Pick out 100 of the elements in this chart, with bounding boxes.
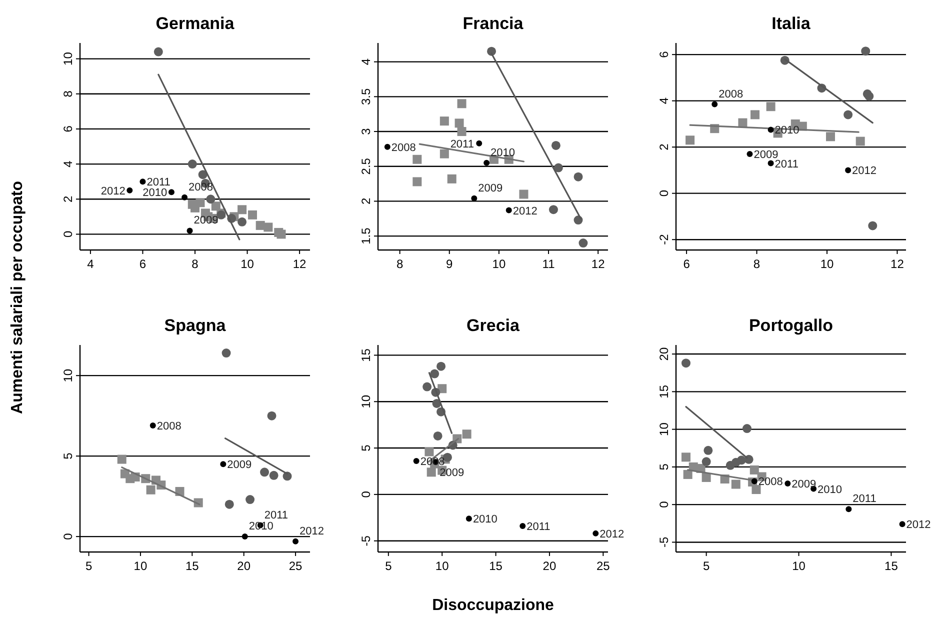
x-tick-label: 25 [288,559,303,573]
point [276,230,286,239]
y-tick-label: 6 [61,125,75,132]
annotation: 2010 [472,514,498,526]
point [146,485,156,494]
x-tick-label: 8 [396,257,404,271]
y-tick-label: 0 [61,230,75,238]
x-tick-label: 8 [192,257,199,271]
annotation: 2010 [142,187,168,200]
annotation: 2010 [818,484,842,496]
point [519,190,528,199]
x-tick-label: 6 [683,257,690,271]
y-tick-label: -5 [359,535,373,546]
point [752,485,761,494]
point [484,160,490,166]
point [454,118,464,128]
x-tick-label: 15 [489,559,503,573]
point [899,521,906,528]
point [686,136,695,145]
y-tick-label: 2.5 [359,158,373,175]
chart-title: Francia [462,14,524,33]
annotation: 2010 [490,146,516,159]
point [248,210,257,220]
point [861,46,870,56]
point [440,149,449,158]
point [424,447,434,456]
point [224,500,234,509]
y-tick-label: 10 [61,52,75,66]
x-tick-label: 10 [792,559,806,573]
x-tick-label: 12 [292,257,307,271]
point [260,468,270,477]
y-tick-label: 0 [359,490,373,498]
point [487,46,496,56]
point [126,187,133,194]
y-tick-label: 8 [61,90,75,98]
annotation: 2012 [300,525,324,538]
point [750,465,759,474]
annotation: 2009 [440,466,464,479]
annotation: 2008 [391,142,416,154]
annotation: 2012 [600,528,624,540]
x-tick-label: 9 [446,257,454,271]
x-tick-label: 20 [237,559,251,573]
point [746,151,753,158]
point [466,516,472,522]
point [845,167,852,174]
point [856,136,865,146]
x-tick-label: 10 [134,559,148,573]
chart-title: Italia [772,14,811,33]
point [826,132,836,142]
y-tick-label: 0 [657,500,671,508]
point [768,160,774,166]
point [430,369,440,378]
point [220,461,226,468]
y-tick-label: 20 [657,347,671,361]
point [744,454,754,464]
x-tick-label: 11 [542,257,556,271]
point [702,457,711,466]
x-tick-label: 10 [492,257,506,271]
y-tick-label: 4 [359,58,373,66]
y-tick-label: -5 [657,536,671,548]
annotation: 2009 [478,182,503,194]
point [751,478,758,484]
y-tick-label: 5 [61,452,75,460]
point [702,472,711,482]
y-tick-label: -2 [657,234,671,245]
y-tick-label: 0 [657,190,671,197]
x-tick-label: 15 [185,559,200,573]
point [681,358,690,368]
x-tick-label: 10 [820,257,834,271]
point [736,456,746,465]
y-tick-label: 15 [359,348,373,362]
point [154,47,163,56]
x-tick-label: 10 [435,559,450,573]
point [246,495,255,504]
point [742,424,752,434]
chart-title: Portogallo [748,316,834,335]
point [548,205,558,214]
point [269,470,278,480]
x-tick-label: 8 [753,257,760,271]
y-tick-label: 2 [657,143,671,150]
point [846,506,852,512]
annotation: 2008 [718,88,744,100]
annotation: 2011 [146,176,170,189]
point [681,452,690,462]
point [462,430,472,439]
point [117,454,126,464]
y-tick-label: 6 [657,50,671,58]
point [412,154,422,164]
x-tick-label: 25 [596,559,610,573]
point [784,480,791,486]
x-tick-label: 12 [591,257,606,271]
chart-title: Grecia [466,316,520,335]
annotation: 2011 [450,138,474,150]
point [476,140,482,146]
point [186,228,193,234]
point [168,189,174,196]
point [433,431,442,440]
x-tick-label: 6 [139,257,146,271]
annotation: 2009 [194,214,218,227]
point [457,127,466,136]
